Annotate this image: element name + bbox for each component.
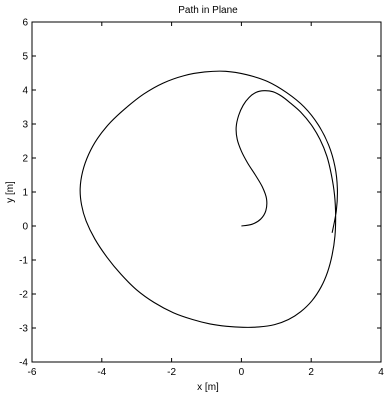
y-tick-label: 3 bbox=[22, 120, 28, 131]
y-axis-label: y [m] bbox=[5, 181, 16, 203]
y-tick-label: 2 bbox=[22, 154, 28, 165]
chart-title: Path in Plane bbox=[178, 5, 238, 16]
y-tick-label: 6 bbox=[22, 18, 28, 29]
y-tick-label: 5 bbox=[22, 52, 28, 63]
x-tick-label: 0 bbox=[239, 367, 245, 378]
x-tick-label: 4 bbox=[378, 367, 384, 378]
y-tick-label: 1 bbox=[22, 188, 28, 199]
series-line-path bbox=[79, 70, 338, 328]
plot-area-frame bbox=[31, 21, 382, 363]
x-axis-label: x [m] bbox=[197, 382, 219, 393]
y-tick-label: -1 bbox=[19, 256, 28, 267]
y-tick-label: -2 bbox=[19, 290, 28, 301]
y-tick-label: -4 bbox=[19, 358, 28, 369]
y-tick-label: -3 bbox=[19, 324, 28, 335]
y-tick-label: 4 bbox=[22, 86, 28, 97]
x-tick-label: -6 bbox=[28, 367, 37, 378]
x-tick-label: -4 bbox=[97, 367, 106, 378]
x-tick-label: -2 bbox=[167, 367, 176, 378]
axis-ticks bbox=[31, 21, 382, 363]
y-tick-label: 0 bbox=[22, 222, 28, 233]
x-tick-label: 2 bbox=[308, 367, 314, 378]
